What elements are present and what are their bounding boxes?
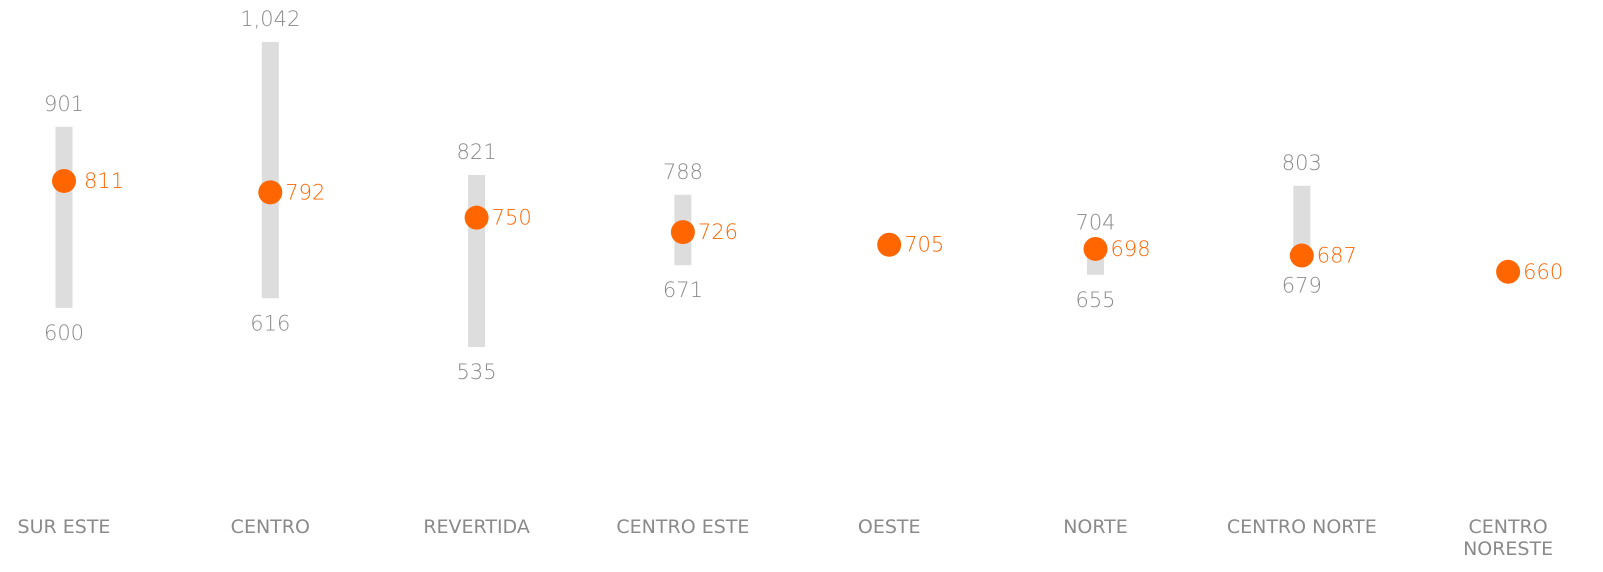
average-label: 750 xyxy=(492,206,532,230)
average-dot xyxy=(52,168,76,193)
category-label: SUR ESTE xyxy=(17,516,111,538)
average-dot xyxy=(258,180,283,205)
average-dot xyxy=(1083,236,1108,261)
max-label: 788 xyxy=(663,160,703,184)
average-dot xyxy=(670,220,695,245)
category-label: NORTE xyxy=(1063,516,1128,538)
average-label: 660 xyxy=(1523,260,1563,284)
category-label: REVERTIDA xyxy=(423,516,530,538)
max-label: 821 xyxy=(457,140,497,164)
range-bar xyxy=(468,174,486,347)
min-label: 671 xyxy=(663,278,703,302)
category-label: CENTRO NORTE xyxy=(1226,516,1377,538)
max-label: 901 xyxy=(44,92,84,116)
average-label: 726 xyxy=(698,220,738,244)
max-label: 1,042 xyxy=(240,7,300,31)
category-label: OESTE xyxy=(857,516,921,538)
average-dot xyxy=(877,232,902,257)
min-label: 616 xyxy=(250,311,290,335)
average-dot xyxy=(1289,243,1314,268)
average-label: 705 xyxy=(904,233,944,257)
range-bar xyxy=(261,42,279,299)
category-label: CENTRO ESTE xyxy=(616,516,750,538)
average-label: 792 xyxy=(285,180,325,204)
category-label: CENTRO NORESTE xyxy=(1463,516,1554,560)
average-label: 698 xyxy=(1111,237,1151,261)
category-label: CENTRO xyxy=(230,516,310,538)
max-label: 704 xyxy=(1075,210,1115,234)
max-label: 803 xyxy=(1282,151,1322,175)
average-label: 811 xyxy=(84,169,124,193)
average-dot xyxy=(1496,259,1521,284)
min-label: 679 xyxy=(1282,273,1322,297)
min-label: 655 xyxy=(1075,288,1115,312)
min-label: 535 xyxy=(457,360,497,384)
average-dot xyxy=(464,205,489,230)
average-label: 687 xyxy=(1317,244,1357,268)
range-bar xyxy=(1293,185,1311,261)
min-label: 600 xyxy=(44,321,84,345)
range-bar xyxy=(55,126,73,308)
